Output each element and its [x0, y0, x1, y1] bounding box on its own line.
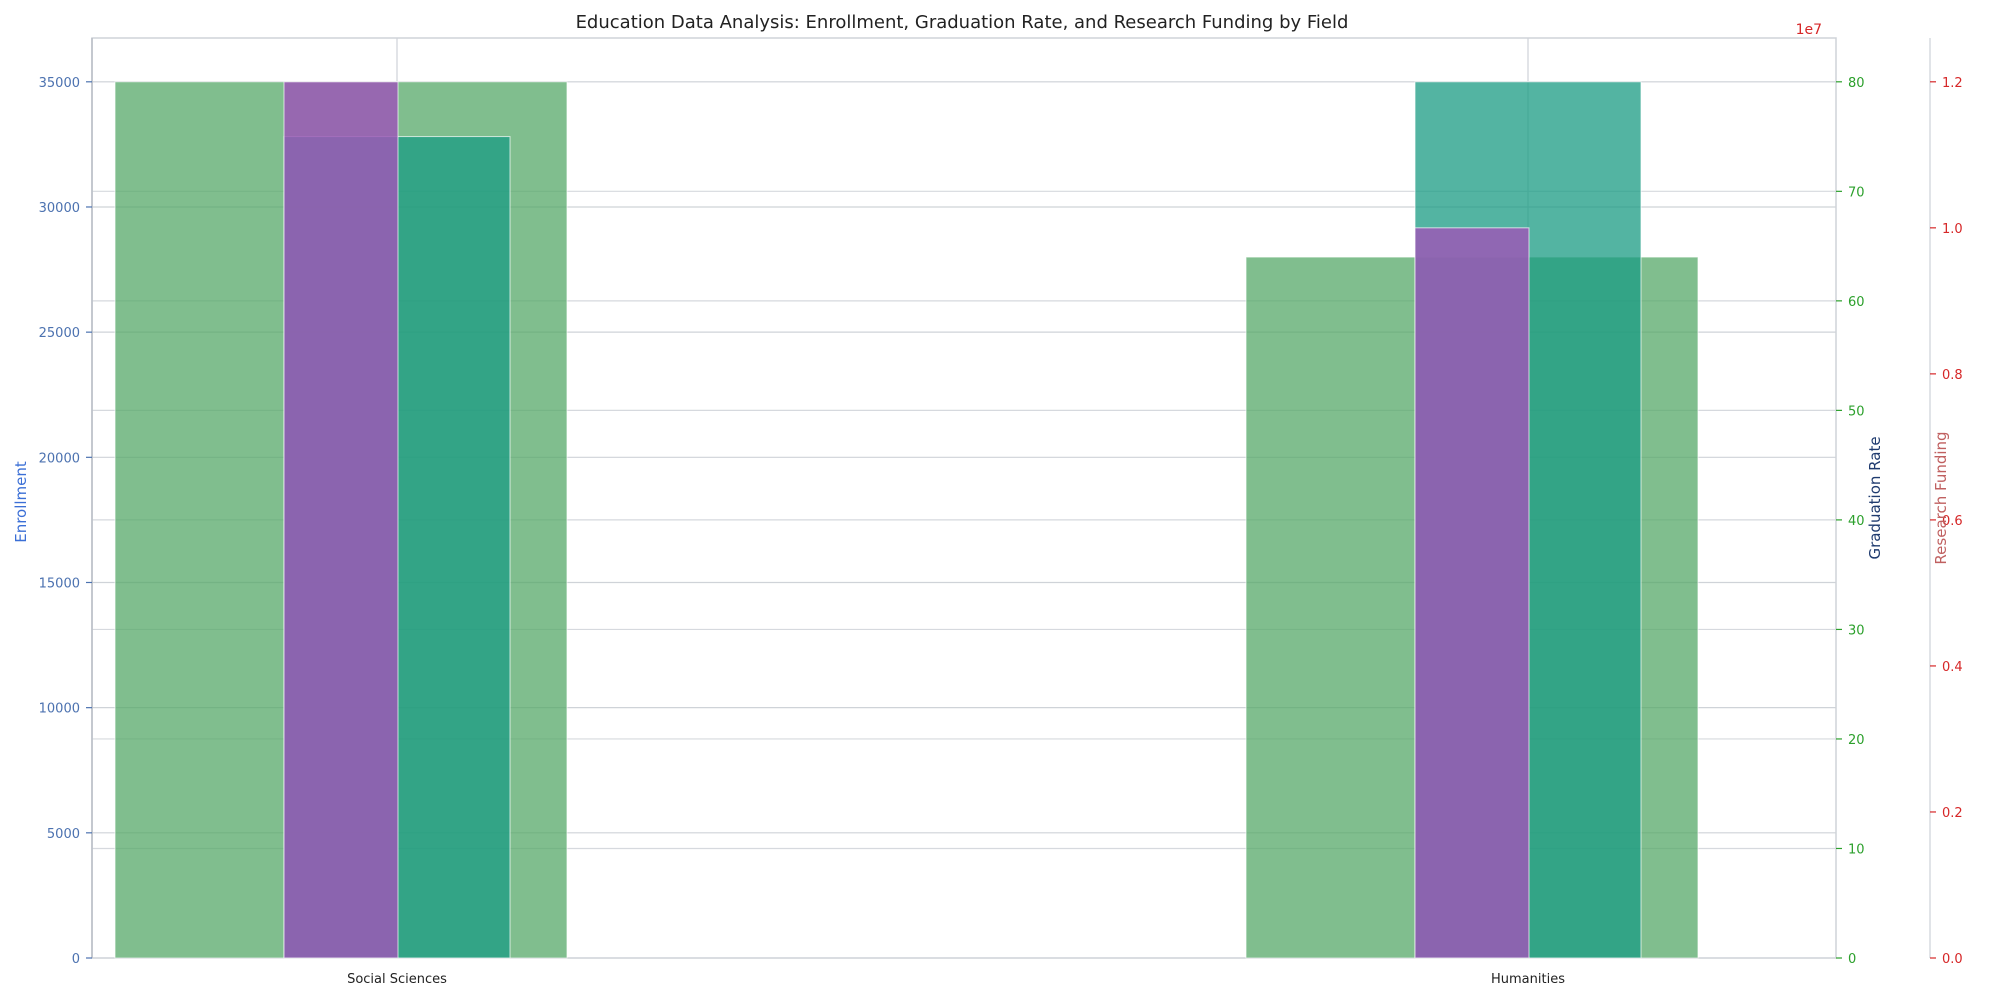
x-tick-label-0: Social Sciences — [347, 972, 447, 987]
research-funding-tick-label-4: 0.8 — [1942, 368, 1963, 383]
research-funding-axis-label: Research Funding — [1932, 431, 1950, 564]
graduation-tick-label-6: 60 — [1848, 295, 1865, 310]
graduation-tick-label-8: 80 — [1848, 76, 1865, 91]
enrollment-tick-label-1: 5000 — [47, 827, 80, 842]
bars-layer — [114, 81, 1699, 959]
enrollment-axis-label: Enrollment — [12, 461, 30, 543]
graduation-rate-axis-label: Graduation Rate — [1866, 436, 1884, 559]
research-funding-tick-label-2: 0.4 — [1942, 660, 1963, 675]
enrollment-tick-label-0: 0 — [72, 952, 80, 967]
x-tick-label-1: Humanities — [1491, 972, 1565, 987]
enrollment-tick-label-3: 15000 — [39, 576, 80, 591]
research-funding-tick-label-1: 0.2 — [1942, 806, 1963, 821]
bar-research_funding-1 — [1414, 227, 1530, 959]
graduation-tick-label-4: 40 — [1848, 514, 1865, 529]
research-funding-tick-label-5: 1.0 — [1942, 222, 1963, 237]
chart-title: Education Data Analysis: Enrollment, Gra… — [576, 12, 1349, 33]
enrollment-tick-label-6: 30000 — [39, 201, 80, 216]
graduation-tick-label-3: 30 — [1848, 623, 1865, 638]
enrollment-tick-label-4: 20000 — [39, 451, 80, 466]
graduation-tick-label-1: 10 — [1848, 842, 1865, 857]
graduation-tick-label-7: 70 — [1848, 185, 1865, 200]
research-funding-offset-label: 1e7 — [1796, 22, 1822, 38]
research-funding-tick-label-6: 1.2 — [1942, 76, 1963, 91]
bar-research_funding-0 — [283, 81, 399, 959]
graduation-tick-label-2: 20 — [1848, 733, 1865, 748]
graduation-tick-label-5: 50 — [1848, 404, 1865, 419]
graduation-tick-label-0: 0 — [1848, 952, 1856, 967]
enrollment-tick-label-5: 25000 — [39, 326, 80, 341]
enrollment-tick-label-2: 10000 — [39, 702, 80, 717]
axes-layer: 0 5000 10000 15000 20000 25000 30000 35000 0 10 20… — [39, 38, 1963, 987]
enrollment-tick-label-7: 35000 — [39, 76, 80, 91]
research-funding-tick-label-3: 0.6 — [1942, 514, 1963, 529]
research-funding-tick-label-0: 0.0 — [1942, 952, 1963, 967]
